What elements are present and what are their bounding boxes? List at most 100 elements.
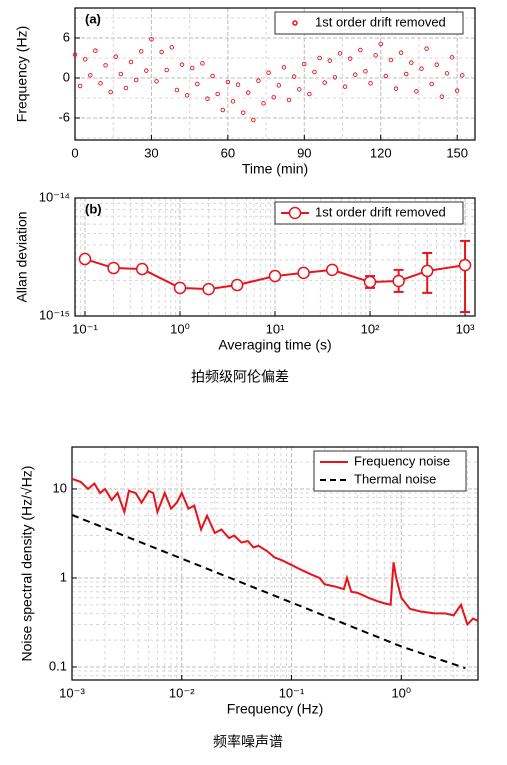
marker	[454, 88, 460, 93]
legend-marker	[288, 206, 302, 220]
y-tick-label: 10⁻¹⁴	[39, 189, 70, 204]
plot-frame	[74, 7, 476, 141]
marker	[98, 81, 103, 86]
series-line	[71, 514, 466, 670]
marker	[347, 56, 353, 61]
marker	[286, 97, 292, 103]
y-axis-label: Frequency (Hz)	[14, 26, 30, 122]
marker	[77, 83, 83, 89]
marker	[174, 87, 180, 93]
marker	[149, 37, 154, 42]
x-axis-label: Averaging time (s)	[218, 337, 331, 353]
x-tick-label: 10¹	[266, 321, 285, 336]
marker	[103, 63, 108, 68]
marker	[325, 263, 339, 277]
marker	[118, 71, 124, 77]
x-axis-label: Frequency (Hz)	[227, 701, 323, 717]
marker	[107, 261, 120, 275]
y-tick-label: 1	[60, 569, 67, 584]
marker	[179, 62, 185, 67]
marker	[358, 47, 363, 53]
marker	[202, 282, 215, 296]
marker	[133, 77, 139, 83]
marker	[332, 75, 338, 80]
plot-frame	[74, 197, 476, 317]
x-tick-label: 30	[144, 145, 158, 160]
legend-label: 1st order drift removed	[315, 204, 446, 219]
marker	[409, 60, 414, 65]
marker	[398, 50, 404, 55]
marker	[420, 264, 434, 278]
marker	[383, 73, 389, 79]
y-axis-label: Allan deviation	[14, 211, 30, 302]
marker	[144, 68, 149, 73]
marker	[88, 73, 93, 78]
marker	[164, 67, 169, 73]
marker	[159, 49, 164, 55]
marker	[368, 81, 373, 86]
marker	[268, 269, 282, 283]
marker	[230, 99, 236, 104]
marker	[297, 266, 310, 280]
marker	[312, 69, 317, 75]
y-tick-label: 0	[63, 69, 70, 84]
x-tick-label: 10⁻³	[59, 685, 85, 700]
legend-label: Thermal noise	[354, 471, 436, 486]
x-tick-label: 10²	[361, 321, 380, 336]
marker	[128, 59, 134, 65]
y-tick-label: 10⁻¹⁵	[39, 307, 70, 322]
x-tick-label: 10⁰	[391, 685, 411, 700]
x-axis-label: Time (min)	[242, 161, 308, 177]
marker	[403, 71, 409, 77]
legend-marker	[292, 20, 298, 26]
marker	[458, 258, 472, 272]
marker	[261, 101, 266, 106]
marker	[230, 278, 244, 292]
series-line	[71, 477, 479, 627]
marker	[225, 79, 231, 85]
marker	[108, 89, 113, 95]
y-tick-label: 10	[53, 480, 67, 495]
marker	[460, 73, 465, 78]
marker	[424, 46, 429, 51]
marker	[337, 51, 343, 56]
x-tick-label: 90	[297, 145, 311, 160]
marker	[373, 53, 378, 58]
marker	[113, 54, 119, 59]
legend-box	[274, 11, 464, 35]
marker	[363, 275, 377, 289]
marker	[215, 91, 220, 97]
marker	[266, 70, 271, 75]
marker	[78, 252, 92, 266]
marker	[251, 117, 256, 123]
marker	[388, 57, 394, 63]
marker	[72, 52, 78, 57]
marker	[154, 79, 159, 84]
legend-label: 1st order drift removed	[315, 14, 446, 29]
marker	[82, 57, 88, 62]
x-tick-label: 10⁻¹	[72, 321, 98, 336]
y-tick-label: 6	[63, 29, 70, 44]
marker	[393, 86, 399, 91]
caption: 频率噪声谱	[213, 734, 283, 750]
legend-box	[274, 201, 464, 225]
x-tick-label: 0	[71, 145, 78, 160]
marker	[205, 96, 210, 101]
marker	[392, 274, 405, 288]
marker	[276, 83, 282, 88]
marker	[317, 55, 322, 61]
marker	[189, 65, 195, 71]
caption: 拍频级阿伦偏差	[191, 369, 289, 385]
x-tick-label: 120	[370, 145, 392, 160]
marker	[173, 281, 187, 295]
marker	[245, 90, 251, 95]
panel-label: (b)	[85, 201, 102, 216]
marker	[256, 78, 261, 83]
marker	[281, 65, 287, 70]
marker	[342, 84, 348, 89]
x-tick-label: 150	[446, 145, 468, 160]
marker	[307, 91, 312, 97]
marker	[322, 80, 327, 85]
marker	[444, 71, 450, 76]
